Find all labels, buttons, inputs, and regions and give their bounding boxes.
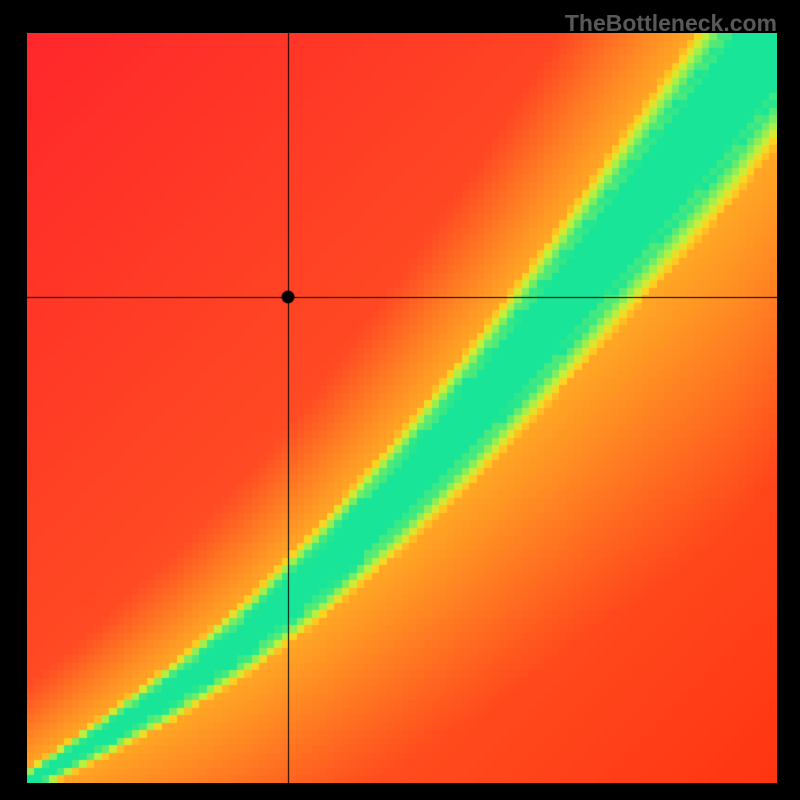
chart-container: TheBottleneck.com	[0, 0, 800, 800]
heatmap-plot	[27, 33, 777, 783]
watermark-text: TheBottleneck.com	[565, 10, 777, 37]
